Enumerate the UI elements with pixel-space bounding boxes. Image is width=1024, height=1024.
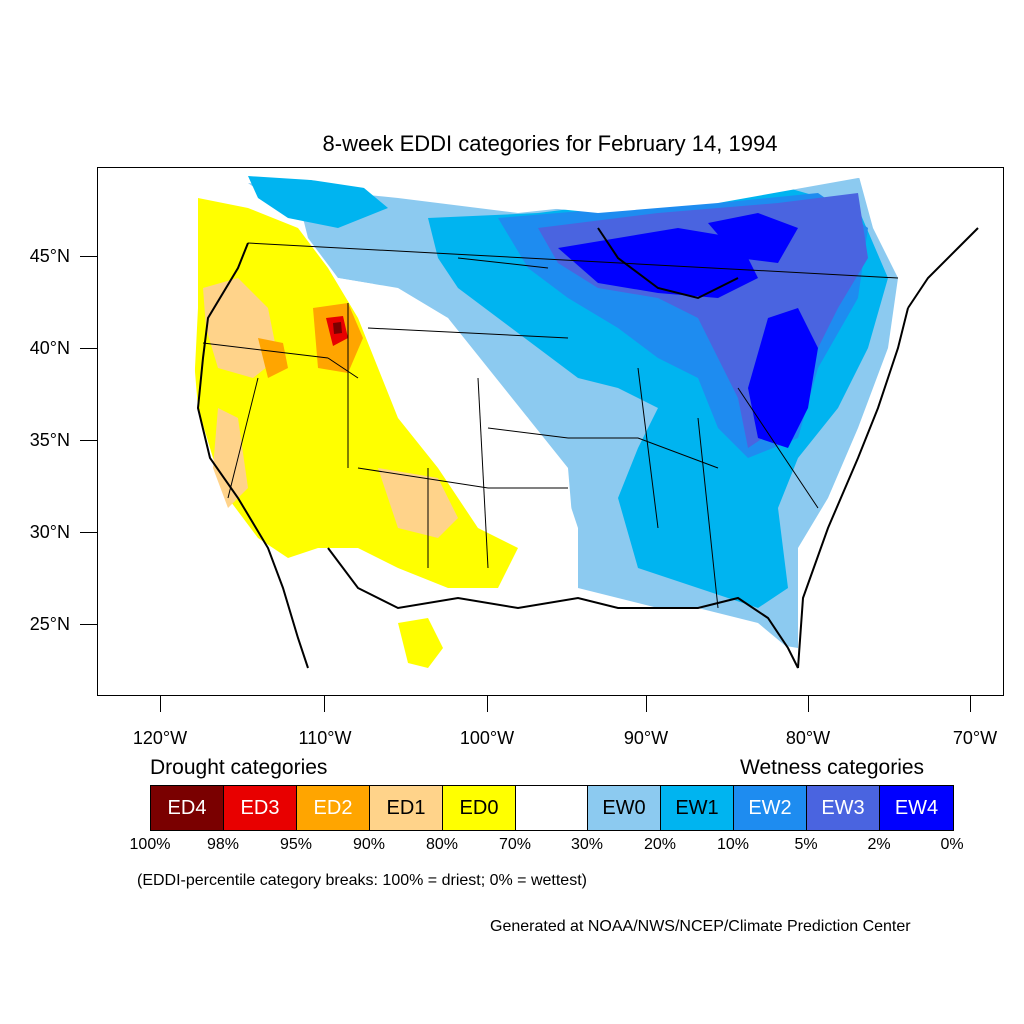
category-box-ew4: EW4 bbox=[880, 786, 953, 830]
lon-label-70: 70°W bbox=[952, 728, 998, 748]
lat-label-35: 35°N bbox=[29, 430, 70, 450]
lat-label-40: 40°N bbox=[29, 338, 70, 358]
lat-tick bbox=[80, 532, 97, 533]
drought-heading: Drought categories bbox=[150, 756, 328, 779]
percentile-break: 98% bbox=[206, 836, 240, 853]
percentile-break: 0% bbox=[940, 836, 964, 853]
state-boundaries bbox=[202, 242, 899, 609]
region-ed4-ut bbox=[333, 322, 342, 334]
lat-label-25: 25°N bbox=[29, 614, 70, 634]
lon-tick bbox=[646, 696, 647, 712]
lon-tick bbox=[808, 696, 809, 712]
category-box-ed2: ED2 bbox=[297, 786, 370, 830]
category-note: (EDDI-percentile category breaks: 100% =… bbox=[137, 872, 587, 889]
percentile-break: 20% bbox=[643, 836, 677, 853]
lon-label-90: 90°W bbox=[623, 728, 669, 748]
canada-north bbox=[188, 168, 1003, 213]
lon-label-100: 100°W bbox=[459, 728, 515, 748]
category-box-normal bbox=[516, 786, 588, 830]
lon-tick bbox=[487, 696, 488, 712]
percentile-break: 30% bbox=[570, 836, 604, 853]
lon-label-80: 80°W bbox=[785, 728, 831, 748]
lon-tick bbox=[160, 696, 161, 712]
region-ed1-nm bbox=[378, 468, 458, 538]
lat-label-30: 30°N bbox=[29, 522, 70, 542]
region-ew4-great-lakes bbox=[708, 213, 798, 263]
percentile-break: 2% bbox=[867, 836, 891, 853]
category-box-ed1: ED1 bbox=[370, 786, 443, 830]
region-ed2-nv bbox=[258, 338, 288, 378]
category-box-ew2: EW2 bbox=[734, 786, 807, 830]
category-box-ew1: EW1 bbox=[661, 786, 734, 830]
percentile-break: 10% bbox=[716, 836, 750, 853]
lon-tick bbox=[970, 696, 971, 712]
percentile-break: 80% bbox=[425, 836, 459, 853]
region-ew1-nw bbox=[248, 176, 388, 228]
region-ed1-nw bbox=[203, 278, 278, 378]
wetness-heading: Wetness categories bbox=[740, 756, 925, 779]
region-ed1-sierra bbox=[213, 408, 248, 508]
category-box-ed3: ED3 bbox=[224, 786, 297, 830]
lat-tick bbox=[80, 624, 97, 625]
map-plot-area bbox=[97, 167, 1004, 696]
category-colorbar: ED4 ED3 ED2 ED1 ED0 EW0 EW1 EW2 EW3 EW4 bbox=[150, 785, 954, 831]
ocean-gulf bbox=[528, 608, 788, 695]
percentile-break: 95% bbox=[279, 836, 313, 853]
percentile-break: 70% bbox=[498, 836, 532, 853]
region-normal-plains bbox=[333, 278, 578, 608]
lon-label-120: 120°W bbox=[132, 728, 188, 748]
percentile-break: 90% bbox=[352, 836, 386, 853]
lat-label-45: 45°N bbox=[29, 246, 70, 266]
category-box-ew0: EW0 bbox=[588, 786, 661, 830]
percentile-break: 100% bbox=[129, 836, 171, 853]
credit-line: Generated at NOAA/NWS/NCEP/Climate Predi… bbox=[490, 918, 911, 935]
ocean-atlantic bbox=[798, 268, 1003, 695]
lat-tick bbox=[80, 440, 97, 441]
coastlines bbox=[196, 227, 979, 669]
ocean-pacific bbox=[98, 168, 308, 695]
category-box-ew3: EW3 bbox=[807, 786, 880, 830]
region-ew4-east bbox=[748, 308, 818, 448]
eddi-map bbox=[98, 168, 1003, 695]
lat-tick bbox=[80, 256, 97, 257]
map-title: 8-week EDDI categories for February 14, … bbox=[322, 131, 778, 156]
region-ed0-texas bbox=[398, 618, 443, 668]
lon-tick bbox=[324, 696, 325, 712]
region-ew4-north bbox=[558, 228, 758, 298]
lon-label-110: 110°W bbox=[298, 728, 352, 748]
percentile-break: 5% bbox=[794, 836, 818, 853]
category-box-ed0: ED0 bbox=[443, 786, 516, 830]
lat-tick bbox=[80, 348, 97, 349]
category-box-ed4: ED4 bbox=[151, 786, 224, 830]
